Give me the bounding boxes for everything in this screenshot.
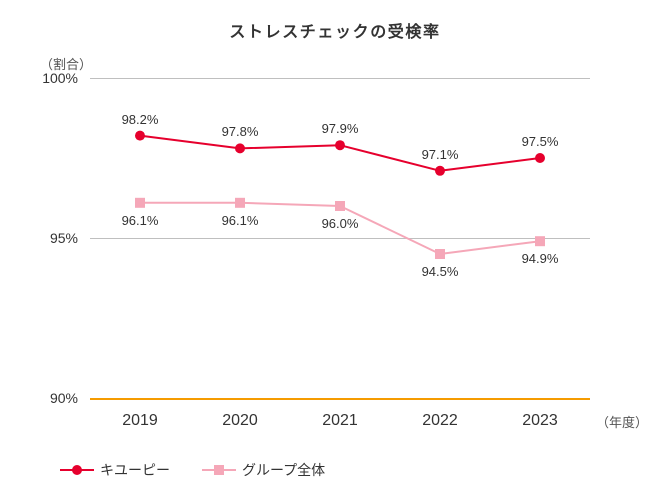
data-label-group: 96.1%: [210, 213, 270, 228]
x-axis-unit: （年度）: [596, 412, 648, 431]
plot-area: 100%95%90%2019202020212022202398.2%97.8%…: [90, 78, 590, 398]
gridline: [90, 398, 590, 400]
x-tick-label: 2023: [500, 412, 580, 430]
chart-root: ストレスチェックの受検率 （割合） （年度） 100%95%90%2019202…: [0, 0, 670, 502]
marker-group: [435, 249, 445, 259]
y-tick-label: 100%: [28, 70, 78, 86]
marker-group: [535, 236, 545, 246]
x-tick-label: 2021: [300, 412, 380, 430]
data-label-group: 96.1%: [110, 213, 170, 228]
legend-swatch-line: [202, 469, 236, 471]
y-tick-label: 95%: [28, 230, 78, 246]
legend-label: グループ全体: [242, 460, 325, 480]
x-tick-label: 2022: [400, 412, 480, 430]
data-label-group: 94.5%: [410, 264, 470, 279]
marker-group: [335, 201, 345, 211]
legend-swatch-marker: [214, 465, 224, 475]
legend-item-kewpie: キユーピー: [60, 460, 170, 480]
y-tick-label: 90%: [28, 390, 78, 406]
marker-group: [235, 198, 245, 208]
data-label-group: 94.9%: [510, 251, 570, 266]
series-group: [90, 78, 590, 398]
legend-item-group: グループ全体: [202, 460, 325, 480]
legend-label: キユーピー: [100, 460, 170, 480]
legend-swatch-marker: [72, 465, 82, 475]
legend-swatch-line: [60, 469, 94, 471]
data-label-group: 96.0%: [310, 216, 370, 231]
x-tick-label: 2020: [200, 412, 280, 430]
legend: キユーピー グループ全体: [60, 460, 325, 480]
marker-group: [135, 198, 145, 208]
x-tick-label: 2019: [100, 412, 180, 430]
chart-title: ストレスチェックの受検率: [0, 18, 670, 42]
